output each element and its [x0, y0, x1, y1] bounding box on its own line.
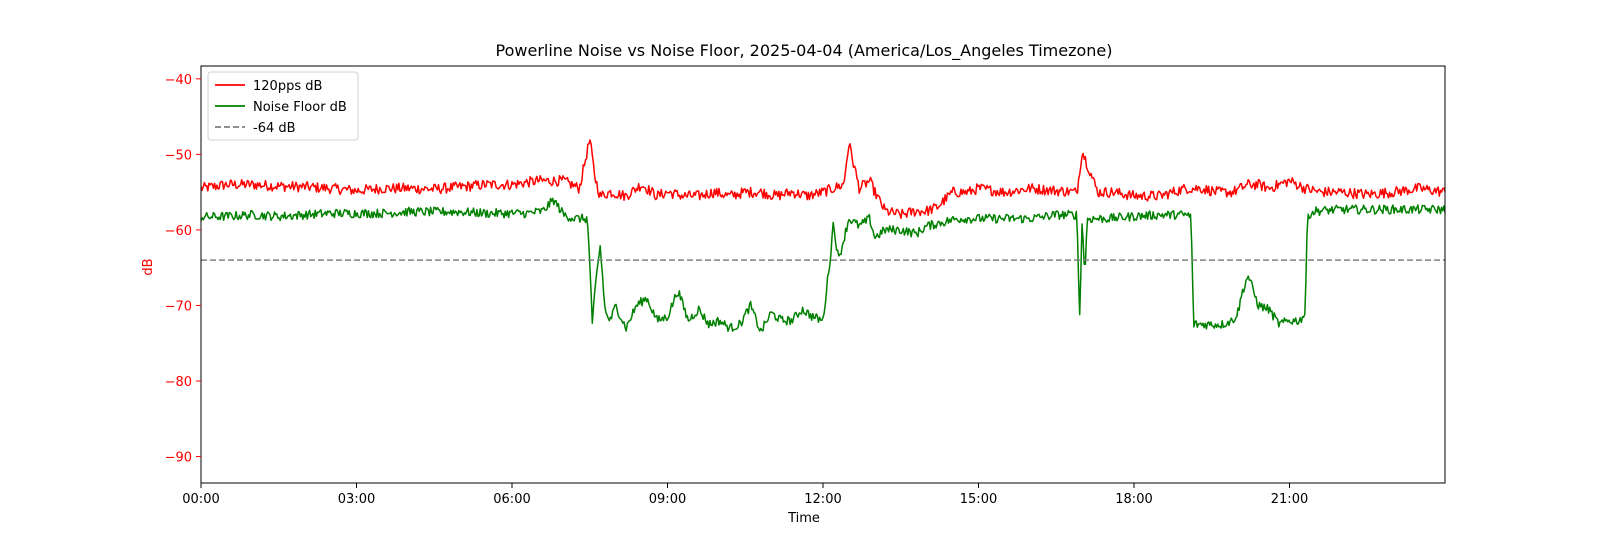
y-tick-label: −40 [165, 73, 192, 88]
y-axis-title: dB [141, 258, 156, 275]
x-tick-label: 21:00 [1271, 492, 1308, 507]
chart-title: Powerline Noise vs Noise Floor, 2025-04-… [496, 41, 1113, 61]
x-tick-label: 00:00 [182, 492, 219, 507]
x-tick-label: 06:00 [493, 492, 530, 507]
x-axis-title: Time [787, 511, 820, 526]
y-tick-label: −90 [165, 451, 192, 466]
x-tick-label: 18:00 [1115, 492, 1152, 507]
y-tick-label: −60 [165, 224, 192, 239]
series-line-120pps [200, 139, 1446, 220]
plot-area [200, 65, 1446, 484]
x-axis: 00:00 03:00 06:00 09:00 12:00 15:00 18:00 21:00 [182, 483, 1308, 507]
y-tick-label: −50 [165, 148, 192, 163]
y-tick-label: −80 [165, 375, 192, 390]
legend-label-120pps: 120pps dB [253, 79, 322, 94]
x-tick-label: 12:00 [804, 492, 841, 507]
y-axis: −40 −50 −60 −70 −80 −90 [165, 73, 201, 466]
y-tick-label: −70 [165, 299, 192, 314]
legend-box [207, 71, 359, 141]
legend-label-reference: -64 dB [253, 121, 296, 136]
series-line-noise-floor [200, 197, 1446, 333]
legend-label-noise-floor: Noise Floor dB [253, 100, 347, 115]
legend: 120pps dB Noise Floor dB -64 dB [207, 71, 359, 141]
x-tick-label: 03:00 [338, 492, 375, 507]
x-tick-label: 15:00 [960, 492, 997, 507]
x-tick-label: 09:00 [649, 492, 686, 507]
